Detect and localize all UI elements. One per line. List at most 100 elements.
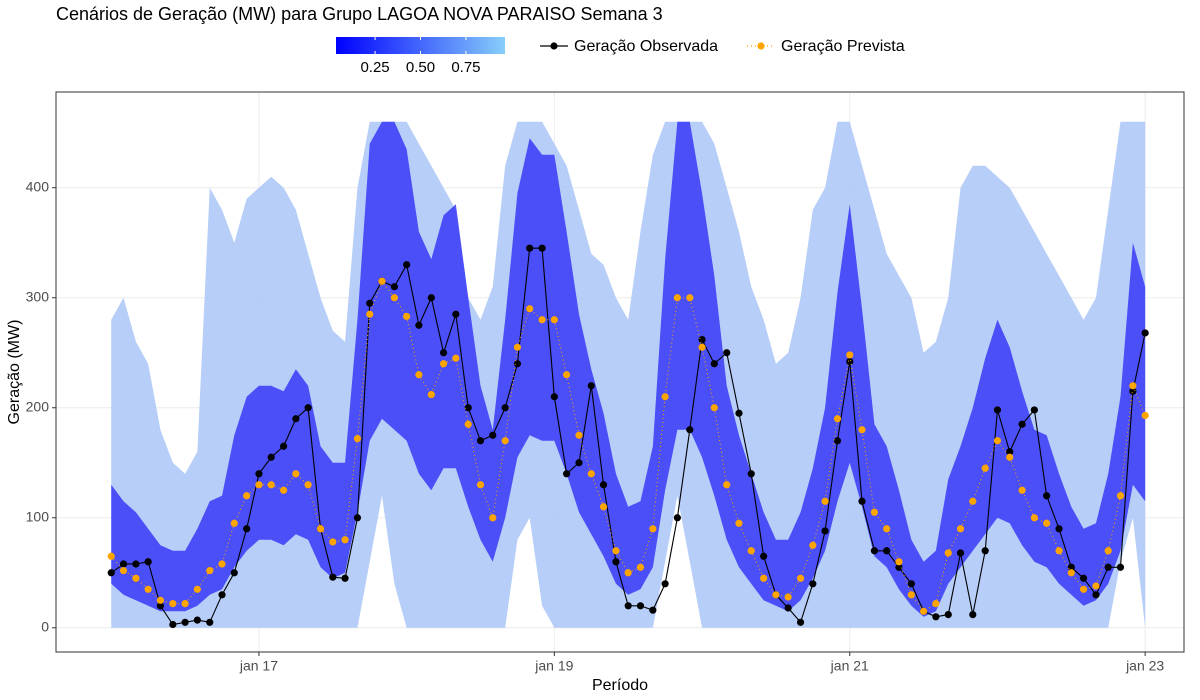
data-point bbox=[230, 519, 238, 527]
data-point bbox=[1104, 563, 1112, 571]
data-point bbox=[809, 541, 817, 549]
data-point bbox=[255, 470, 263, 478]
data-point bbox=[1006, 448, 1014, 456]
data-point bbox=[1104, 547, 1112, 555]
data-point bbox=[513, 360, 522, 368]
data-point bbox=[993, 437, 1002, 445]
data-point bbox=[243, 492, 251, 500]
y-tick-label: 200 bbox=[26, 398, 50, 414]
x-tick-label: jan 23 bbox=[1125, 658, 1164, 674]
data-point bbox=[329, 538, 337, 546]
data-point bbox=[1129, 387, 1137, 395]
data-point bbox=[636, 602, 645, 610]
data-point bbox=[181, 618, 189, 626]
data-point bbox=[920, 607, 928, 615]
data-point bbox=[870, 508, 879, 516]
data-point bbox=[304, 481, 312, 489]
data-point bbox=[760, 574, 768, 582]
data-point bbox=[439, 360, 448, 368]
data-point bbox=[526, 305, 534, 313]
data-point bbox=[710, 360, 718, 368]
y-tick-label: 0 bbox=[41, 618, 49, 634]
data-point bbox=[846, 357, 854, 366]
data-point bbox=[686, 294, 694, 302]
data-point bbox=[1129, 382, 1137, 390]
data-point bbox=[1116, 492, 1125, 500]
data-point bbox=[550, 316, 558, 324]
data-point bbox=[944, 610, 952, 619]
data-point bbox=[575, 459, 583, 467]
data-point bbox=[587, 382, 595, 390]
data-point bbox=[501, 437, 509, 445]
data-point bbox=[403, 261, 411, 269]
data-point bbox=[1079, 585, 1088, 593]
data-point bbox=[969, 497, 977, 505]
data-point bbox=[698, 335, 706, 344]
data-point bbox=[846, 351, 854, 359]
data-point bbox=[439, 349, 448, 357]
data-point bbox=[784, 604, 792, 612]
data-point bbox=[107, 569, 115, 577]
data-point bbox=[649, 606, 657, 614]
legend-point bbox=[550, 42, 558, 50]
data-point bbox=[993, 406, 1002, 414]
data-point bbox=[513, 343, 522, 351]
data-point bbox=[280, 442, 288, 450]
data-point bbox=[599, 503, 608, 511]
data-point bbox=[292, 415, 300, 423]
data-point bbox=[329, 573, 337, 581]
data-point bbox=[501, 404, 509, 412]
data-point bbox=[649, 525, 657, 533]
data-point bbox=[489, 514, 497, 522]
data-point bbox=[624, 602, 632, 610]
legend-point bbox=[757, 42, 765, 50]
data-point bbox=[735, 519, 743, 527]
data-point bbox=[119, 560, 128, 568]
panel-border bbox=[55, 91, 1185, 653]
data-point bbox=[243, 525, 251, 533]
data-point bbox=[403, 312, 411, 321]
colorbar-tick-label: 0.75 bbox=[451, 59, 480, 76]
data-point bbox=[341, 536, 349, 544]
data-point bbox=[550, 393, 558, 401]
data-point bbox=[563, 371, 571, 379]
band bbox=[111, 121, 1146, 617]
data-point bbox=[821, 497, 829, 505]
data-point bbox=[1067, 569, 1075, 577]
data-point bbox=[156, 602, 165, 610]
data-point bbox=[760, 552, 768, 560]
data-point bbox=[1141, 411, 1149, 420]
data-point bbox=[821, 527, 829, 535]
data-point bbox=[784, 593, 792, 601]
data-point bbox=[415, 321, 423, 329]
data-point bbox=[624, 569, 632, 577]
data-point bbox=[956, 549, 965, 557]
data-point bbox=[1055, 547, 1063, 555]
data-point bbox=[883, 525, 891, 533]
data-point bbox=[858, 426, 866, 434]
data-point bbox=[981, 547, 989, 555]
data-point bbox=[723, 481, 731, 489]
data-point bbox=[1043, 492, 1051, 500]
data-point bbox=[415, 371, 423, 379]
data-point bbox=[292, 470, 300, 478]
data-point bbox=[206, 618, 214, 626]
data-point bbox=[612, 558, 620, 566]
data-point bbox=[673, 514, 681, 522]
y-tick-label: 400 bbox=[26, 178, 50, 194]
data-point bbox=[132, 574, 140, 582]
data-point bbox=[1018, 486, 1026, 494]
data-point bbox=[193, 616, 201, 624]
data-point bbox=[230, 569, 238, 577]
data-point bbox=[1141, 329, 1149, 337]
data-point bbox=[661, 393, 669, 401]
data-point bbox=[538, 244, 546, 252]
data-point bbox=[476, 481, 485, 489]
data-point bbox=[870, 547, 879, 555]
data-point bbox=[390, 283, 398, 291]
data-point bbox=[341, 574, 349, 582]
data-point bbox=[895, 563, 903, 571]
data-point bbox=[599, 481, 608, 489]
